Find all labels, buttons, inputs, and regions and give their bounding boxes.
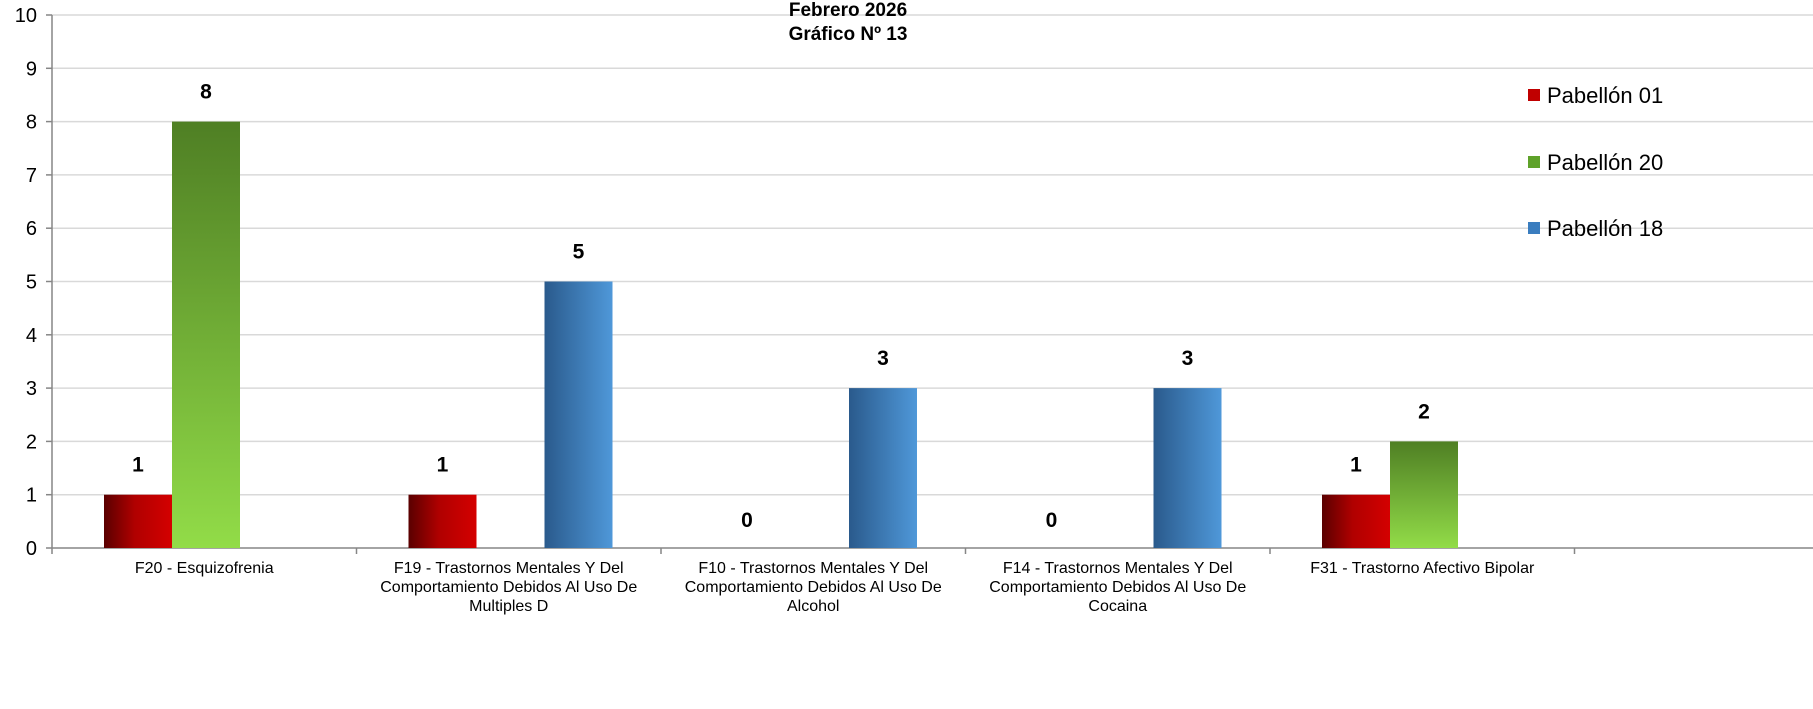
- x-tick-label-line: Multiples D: [469, 598, 548, 615]
- y-tick-label: 2: [26, 431, 37, 453]
- x-tick-label: F19 - Trastornos Mentales Y Del Comportam…: [380, 560, 637, 615]
- data-label: 3: [1182, 347, 1194, 370]
- x-tick-label-line: F10 - Trastornos Mentales Y Del: [698, 560, 928, 577]
- data-label: 3: [877, 347, 889, 370]
- gridlines: [52, 14, 1813, 496]
- bars: [104, 121, 1458, 548]
- bar: [408, 494, 477, 548]
- bar: [849, 388, 917, 548]
- x-tick-label-line: Comportamiento Debidos Al Uso De: [989, 579, 1246, 596]
- data-labels: 1 1 0 0 1 8 2 5 3 3: [132, 81, 1430, 532]
- y-tick-label: 10: [15, 5, 37, 27]
- chart-subtitle-line: Gráfico Nº 13: [789, 24, 908, 45]
- y-tick-label: 9: [26, 58, 37, 80]
- y-tick-label: 3: [26, 378, 37, 400]
- data-label: 0: [741, 509, 753, 532]
- legend-swatch: [1528, 156, 1540, 168]
- data-label: 2: [1418, 400, 1430, 423]
- bar: [1390, 441, 1458, 548]
- data-label: 8: [200, 81, 212, 104]
- legend-label: Pabellón 20: [1547, 150, 1663, 175]
- y-tick-label: 0: [26, 538, 37, 560]
- y-tick-label: 1: [26, 485, 37, 507]
- legend-label: Pabellón 01: [1547, 83, 1663, 108]
- axes: [46, 14, 1813, 554]
- legend-label: Pabellón 18: [1547, 216, 1663, 241]
- y-tick-label: 8: [26, 112, 37, 134]
- bar: [104, 494, 172, 548]
- data-label: 1: [437, 454, 449, 477]
- bar: [1322, 494, 1390, 548]
- bar: [1153, 388, 1222, 548]
- data-label: 5: [573, 241, 585, 264]
- x-tick-label-line: Comportamiento Debidos Al Uso De: [380, 579, 637, 596]
- data-label: 0: [1046, 509, 1058, 532]
- x-tick-label-line: F31 - Trastorno Afectivo Bipolar: [1310, 560, 1535, 577]
- legend-swatch: [1528, 89, 1540, 101]
- x-tick-label-line: F14 - Trastornos Mentales Y Del: [1003, 560, 1233, 577]
- x-tick-label: F10 - Trastornos Mentales Y Del Comportam…: [685, 560, 942, 615]
- x-tick-label-line: Alcohol: [787, 598, 839, 615]
- legend-swatch: [1528, 222, 1540, 234]
- bar: [544, 281, 613, 548]
- data-label: 1: [1350, 454, 1362, 477]
- chart-title: Febrero 2026 Gráfico Nº 13: [789, 0, 908, 45]
- x-tick-label: F31 - Trastorno Afectivo Bipolar: [1310, 560, 1535, 577]
- bar: [172, 121, 240, 548]
- x-tick-label-line: F19 - Trastornos Mentales Y Del: [394, 560, 624, 577]
- legend: Pabellón 01 Pabellón 20 Pabellón 18: [1528, 83, 1663, 241]
- chart-title-line: Febrero 2026: [789, 0, 907, 21]
- y-tick-label: 5: [26, 272, 37, 294]
- y-tick-label: 4: [26, 325, 37, 347]
- y-tick-label: 7: [26, 165, 37, 187]
- y-tick-label: 6: [26, 218, 37, 240]
- x-tick-label-line: Comportamiento Debidos Al Uso De: [685, 579, 942, 596]
- data-label: 1: [132, 454, 144, 477]
- x-tick-label: F20 - Esquizofrenia: [135, 560, 274, 577]
- x-tick-label-line: Cocaina: [1088, 598, 1147, 615]
- x-tick-label-line: F20 - Esquizofrenia: [135, 560, 274, 577]
- x-tick-label: F14 - Trastornos Mentales Y Del Comportam…: [989, 560, 1246, 615]
